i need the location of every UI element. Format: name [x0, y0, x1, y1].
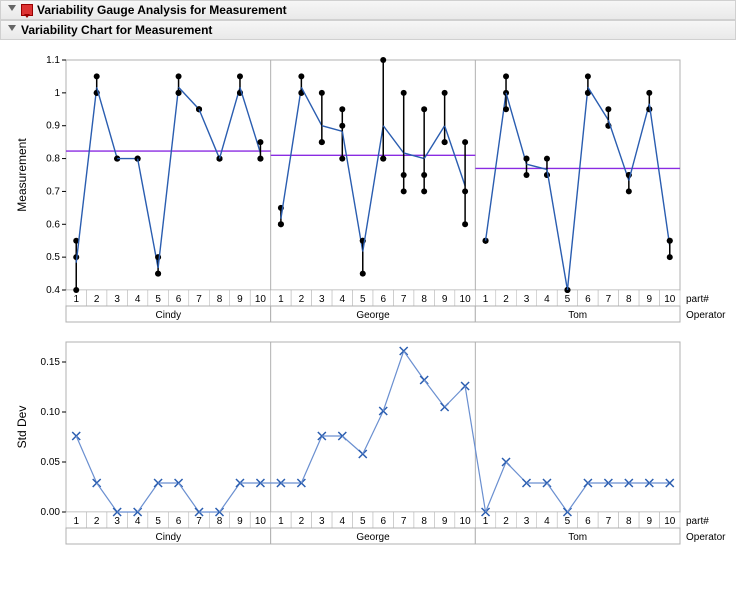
svg-text:2: 2	[299, 516, 305, 527]
svg-text:8: 8	[626, 516, 632, 527]
svg-text:Cindy: Cindy	[156, 532, 182, 543]
svg-text:0.8: 0.8	[46, 154, 60, 165]
disclosure-icon[interactable]	[8, 25, 16, 35]
outer-title: Variability Gauge Analysis for Measureme…	[37, 3, 287, 17]
svg-text:9: 9	[647, 294, 653, 305]
svg-text:3: 3	[524, 516, 530, 527]
svg-text:3: 3	[114, 516, 120, 527]
svg-text:5: 5	[360, 516, 366, 527]
svg-text:1.1: 1.1	[46, 55, 60, 66]
svg-text:1: 1	[483, 516, 489, 527]
outline-header-outer[interactable]: Variability Gauge Analysis for Measureme…	[0, 0, 736, 20]
svg-text:6: 6	[585, 516, 591, 527]
svg-text:3: 3	[524, 294, 530, 305]
svg-text:0.10: 0.10	[41, 407, 61, 418]
svg-text:Std Dev: Std Dev	[15, 406, 29, 449]
svg-text:10: 10	[664, 516, 676, 527]
svg-text:0.05: 0.05	[41, 457, 61, 468]
svg-text:4: 4	[544, 294, 550, 305]
svg-text:0.00: 0.00	[41, 507, 61, 518]
svg-text:6: 6	[176, 516, 182, 527]
svg-text:7: 7	[606, 294, 612, 305]
svg-text:Operator: Operator	[686, 532, 726, 543]
svg-text:5: 5	[565, 294, 571, 305]
svg-text:8: 8	[217, 294, 223, 305]
svg-text:0.4: 0.4	[46, 285, 60, 296]
svg-text:1: 1	[483, 294, 489, 305]
svg-text:10: 10	[460, 294, 472, 305]
svg-text:0.9: 0.9	[46, 121, 60, 132]
svg-text:1: 1	[278, 516, 284, 527]
svg-text:9: 9	[442, 516, 448, 527]
svg-text:1: 1	[73, 516, 79, 527]
svg-text:Operator: Operator	[686, 310, 726, 321]
svg-text:10: 10	[255, 516, 267, 527]
svg-text:1: 1	[54, 88, 60, 99]
svg-text:3: 3	[114, 294, 120, 305]
charts-svg: 0.4 0.5 0.6 0.7 0.8 0.9 1 1.1 Measurement 1 2 3 4 5 6 7…	[8, 50, 728, 552]
svg-text:6: 6	[380, 294, 386, 305]
svg-text:1: 1	[73, 294, 79, 305]
svg-text:2: 2	[503, 294, 509, 305]
svg-text:10: 10	[664, 294, 676, 305]
disclosure-icon[interactable]	[8, 5, 16, 15]
chart-area: 0.4 0.5 0.6 0.7 0.8 0.9 1 1.1 Measurement 1 2 3 4 5 6 7…	[0, 40, 736, 556]
svg-text:7: 7	[196, 516, 202, 527]
svg-text:6: 6	[380, 516, 386, 527]
svg-text:5: 5	[565, 516, 571, 527]
svg-text:0.7: 0.7	[46, 186, 60, 197]
svg-text:2: 2	[94, 516, 100, 527]
svg-text:0.6: 0.6	[46, 219, 60, 230]
svg-text:4: 4	[135, 516, 141, 527]
svg-text:9: 9	[647, 516, 653, 527]
svg-text:3: 3	[319, 516, 325, 527]
svg-text:8: 8	[217, 516, 223, 527]
svg-text:10: 10	[255, 294, 267, 305]
svg-text:4: 4	[340, 294, 346, 305]
svg-text:8: 8	[421, 516, 427, 527]
svg-text:7: 7	[606, 516, 612, 527]
svg-text:10: 10	[460, 516, 472, 527]
svg-text:4: 4	[340, 516, 346, 527]
svg-text:5: 5	[155, 516, 161, 527]
inner-title: Variability Chart for Measurement	[21, 23, 212, 37]
outline-header-inner[interactable]: Variability Chart for Measurement	[0, 20, 736, 40]
svg-text:5: 5	[155, 294, 161, 305]
red-hotspot-icon[interactable]	[21, 4, 33, 16]
svg-text:1: 1	[278, 294, 284, 305]
svg-text:8: 8	[421, 294, 427, 305]
svg-text:0.5: 0.5	[46, 252, 60, 263]
svg-text:8: 8	[626, 294, 632, 305]
svg-text:3: 3	[319, 294, 325, 305]
svg-text:9: 9	[442, 294, 448, 305]
svg-text:2: 2	[503, 516, 509, 527]
svg-text:George: George	[356, 532, 390, 543]
svg-text:George: George	[356, 310, 390, 321]
svg-text:Measurement: Measurement	[15, 138, 29, 212]
svg-text:Tom: Tom	[568, 532, 587, 543]
svg-text:2: 2	[299, 294, 305, 305]
svg-text:part#: part#	[686, 516, 709, 527]
svg-text:4: 4	[135, 294, 141, 305]
svg-text:part#: part#	[686, 294, 709, 305]
svg-text:9: 9	[237, 294, 243, 305]
svg-text:4: 4	[544, 516, 550, 527]
svg-text:6: 6	[176, 294, 182, 305]
svg-text:5: 5	[360, 294, 366, 305]
svg-text:Cindy: Cindy	[156, 310, 182, 321]
svg-text:6: 6	[585, 294, 591, 305]
svg-text:Tom: Tom	[568, 310, 587, 321]
svg-text:7: 7	[196, 294, 202, 305]
svg-text:7: 7	[401, 294, 407, 305]
svg-text:7: 7	[401, 516, 407, 527]
svg-text:2: 2	[94, 294, 100, 305]
svg-text:9: 9	[237, 516, 243, 527]
svg-text:0.15: 0.15	[41, 357, 61, 368]
